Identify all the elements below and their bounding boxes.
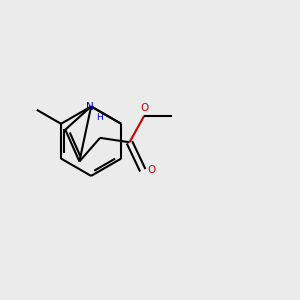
Text: O: O — [147, 165, 156, 175]
Text: N: N — [86, 102, 94, 112]
Text: O: O — [141, 103, 149, 112]
Text: H: H — [96, 113, 103, 122]
